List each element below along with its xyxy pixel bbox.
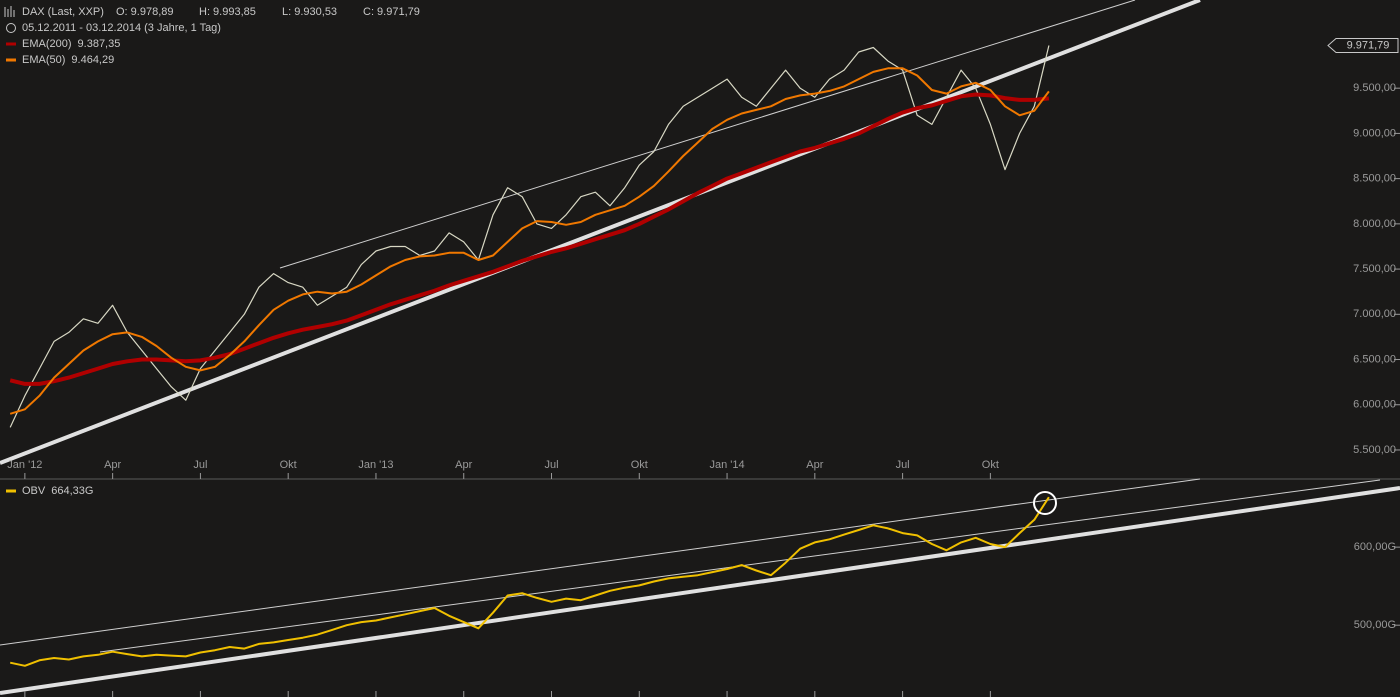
legend-label: OBV <box>22 485 46 497</box>
x-tick-label: Apr <box>806 459 823 471</box>
highlight-circle <box>1033 491 1057 515</box>
chart-title: DAX (Last, XXP) <box>22 6 104 18</box>
series-line <box>9 45 1050 428</box>
x-tick-label: Okt <box>280 459 297 471</box>
y-tick-label: 6.000,00 <box>1353 399 1396 411</box>
legend-value: 9.387,35 <box>78 38 121 50</box>
x-tick-label: Jan '13 <box>358 459 393 471</box>
x-tick-label: Okt <box>982 459 999 471</box>
chart-icon <box>4 6 15 17</box>
legend-swatch <box>6 58 16 62</box>
ohlc-value: C: 9.971,79 <box>363 6 420 18</box>
chart-subtitle: 05.12.2011 - 03.12.2014 (3 Jahre, 1 Tag) <box>22 22 221 34</box>
x-tick-label: Jul <box>193 459 207 471</box>
legend-value: 9.464,29 <box>71 54 114 66</box>
plot-area: 5.500,00 6.000,00 6.500,00 7.000,00 7.500,00… <box>7 37 1400 697</box>
y-tick-label: 8.000,00 <box>1353 218 1396 230</box>
last-price-tag <box>1327 37 1399 53</box>
series-line <box>9 496 1050 667</box>
trend-line <box>0 486 1400 695</box>
y-tick-label: 9.500,00 <box>1353 82 1396 94</box>
trend-line <box>0 0 1201 465</box>
y-tick-label: 6.500,00 <box>1353 353 1396 365</box>
x-tick-label: Apr <box>455 459 472 471</box>
last-price-label: 9.971,79 <box>1347 39 1390 51</box>
legend-swatch <box>6 42 16 46</box>
ohlc-value: L: 9.930,53 <box>282 6 337 18</box>
y-tick-label: 9.000,00 <box>1353 127 1396 139</box>
series-line <box>9 67 1050 415</box>
clock-icon <box>6 23 16 33</box>
x-tick-label: Jul <box>896 459 910 471</box>
y-tick-label: 7.000,00 <box>1353 308 1396 320</box>
legend-swatch <box>6 489 16 493</box>
y-tick-label: 600,00G <box>1354 541 1396 553</box>
y-tick-label: 7.500,00 <box>1353 263 1396 275</box>
x-tick-label: Okt <box>631 459 648 471</box>
ohlc-value: O: 9.978,89 <box>116 6 174 18</box>
x-tick-label: Jul <box>544 459 558 471</box>
x-tick-label: Apr <box>104 459 121 471</box>
legend: EMA(200) 9.387,35 EMA(50) 9.464,29 OBV 664,33… <box>6 38 120 497</box>
legend-label: EMA(50) <box>22 54 65 66</box>
trend-line <box>0 478 1201 646</box>
y-tick-label: 5.500,00 <box>1353 444 1396 456</box>
y-tick-label: 8.500,00 <box>1353 173 1396 185</box>
x-tick-label: Jan '12 <box>7 459 42 471</box>
legend-value: 664,33G <box>51 485 93 497</box>
ohlc-value: H: 9.993,85 <box>199 6 256 18</box>
series-line <box>9 92 1050 386</box>
x-tick-label: Jan '14 <box>709 459 744 471</box>
y-tick-label: 500,00G <box>1354 619 1396 631</box>
legend-label: EMA(200) <box>22 38 72 50</box>
